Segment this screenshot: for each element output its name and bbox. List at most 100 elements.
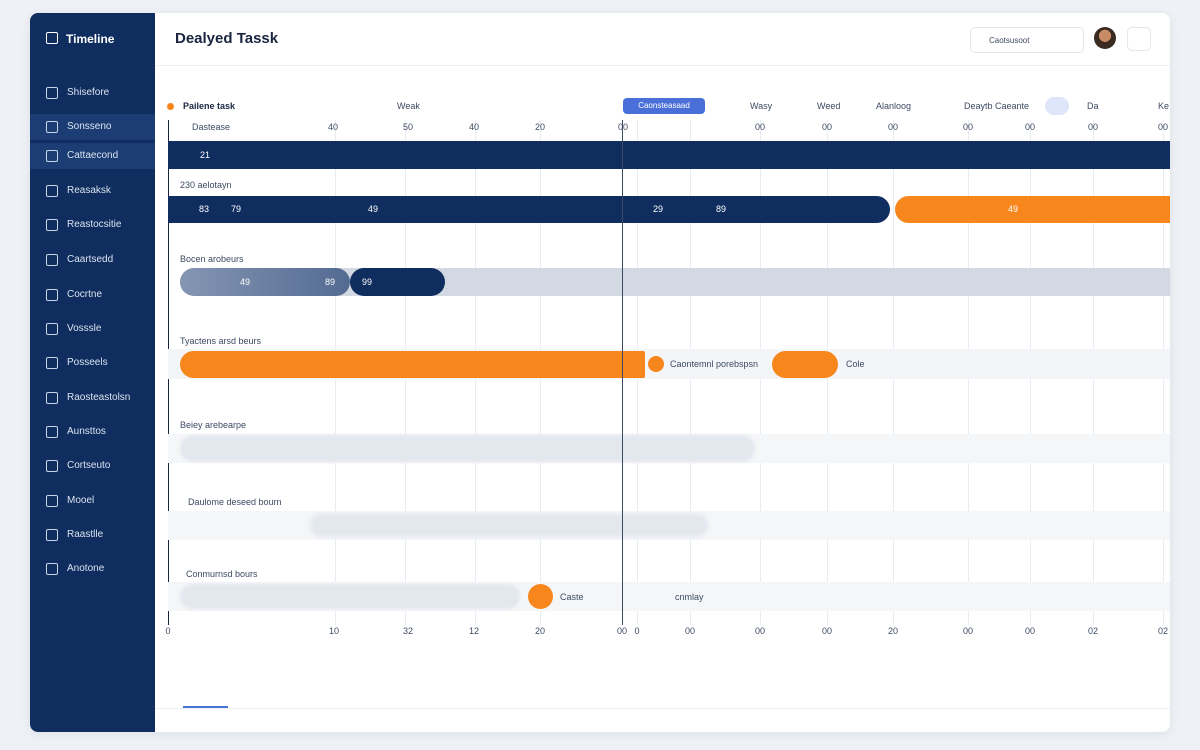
task-bar xyxy=(180,435,755,462)
bottom-tick-label: 20 xyxy=(887,626,899,636)
row-label: Bocen arobeurs xyxy=(180,254,244,264)
task-bar xyxy=(168,196,890,223)
sidebar-label: Cocrtne xyxy=(67,289,103,300)
bottom-tick-label: 00 xyxy=(616,626,628,636)
milestone xyxy=(648,356,664,372)
task-bar xyxy=(180,351,645,378)
sidebar-icon xyxy=(46,185,58,197)
top-tick-label: 00 xyxy=(821,122,833,132)
sidebar: Timeline Shisefore Sonsseno Cattaecond Reas… xyxy=(30,13,155,732)
sidebar-label: Cortseuto xyxy=(67,460,111,471)
user-menu[interactable]: Caotsusoot xyxy=(970,27,1084,53)
bar-label: Caontemnl porebspsn xyxy=(670,359,759,369)
filter-button[interactable]: Alanloog xyxy=(876,101,912,111)
sidebar-item[interactable]: Reastocsitie xyxy=(30,212,155,238)
row-label: Beiey arebearpe xyxy=(180,420,247,430)
avatar[interactable] xyxy=(1094,27,1116,49)
sidebar-item[interactable]: Raastlle xyxy=(30,522,155,548)
sidebar-icon xyxy=(46,323,58,335)
sidebar-item[interactable]: Aunsttos xyxy=(30,419,155,445)
bar-label: 29 xyxy=(653,204,664,214)
bar-label: Caste xyxy=(560,592,584,602)
view-option[interactable]: Weed xyxy=(817,101,841,111)
task-bar xyxy=(350,268,445,296)
user-menu-label: Caotsusoot xyxy=(989,36,1030,45)
row-label: 230 aelotayn xyxy=(180,180,232,190)
sidebar-icon xyxy=(46,392,58,404)
sidebar-item[interactable]: Shisefore xyxy=(30,80,155,106)
timeline: Pailene task Weak Caonsteasaad Wasy Weed Alan… xyxy=(30,13,1170,732)
bottom-tick-label: 02 xyxy=(1087,626,1099,636)
top-tick-label: 40 xyxy=(327,122,339,132)
sidebar-label: Raastlle xyxy=(67,529,104,540)
bottom-tick-label: 0 xyxy=(165,626,171,636)
toolbar-extra[interactable]: Da xyxy=(1087,101,1099,111)
sidebar-item[interactable]: Cortseuto xyxy=(30,453,155,479)
top-tick-label: 00 xyxy=(617,122,629,132)
sidebar-label: Sonsseno xyxy=(67,121,112,132)
sidebar-item[interactable]: Mooel xyxy=(30,488,155,514)
task-bar xyxy=(772,351,838,378)
settings-button[interactable] xyxy=(1127,27,1151,51)
sidebar-item[interactable]: Vosssle xyxy=(30,316,155,342)
bar-label: 89 xyxy=(716,204,727,214)
bottom-tick-label: 02 xyxy=(1157,626,1169,636)
bottom-tick-label: 00 xyxy=(754,626,766,636)
sidebar-icon xyxy=(46,121,58,133)
header-divider xyxy=(155,65,1170,66)
sidebar-label: Reastocsitie xyxy=(67,219,122,230)
top-tick-label: 00 xyxy=(962,122,974,132)
top-tick-label: 00 xyxy=(1157,122,1169,132)
sidebar-label: Aunsttos xyxy=(67,426,106,437)
scroll-indicator xyxy=(183,706,228,708)
top-tick-label: 00 xyxy=(1087,122,1099,132)
top-tick-label: 00 xyxy=(1024,122,1036,132)
bottom-tick-label: 10 xyxy=(328,626,340,636)
sidebar-label: Posseels xyxy=(67,357,108,368)
top-tick-label: 00 xyxy=(887,122,899,132)
sidebar-icon xyxy=(46,529,58,541)
bar-label: 49 xyxy=(1008,204,1019,214)
sidebar-item[interactable]: Cocrtne xyxy=(30,282,155,308)
bottom-tick-label: 00 xyxy=(821,626,833,636)
task-bar xyxy=(180,268,350,296)
bottom-tick-label: 0 xyxy=(634,626,640,636)
view-option[interactable]: Wasy xyxy=(750,101,773,111)
milestone xyxy=(528,584,553,609)
bar-label: 49 xyxy=(240,277,251,287)
today-line xyxy=(622,120,623,625)
row-label: Daulome deseed bourn xyxy=(188,497,282,507)
bar-label: 83 xyxy=(199,204,210,214)
sidebar-icon xyxy=(46,460,58,472)
sidebar-title: Timeline xyxy=(66,32,115,46)
active-view-button[interactable]: Caonsteasaad xyxy=(623,98,705,114)
assignee-button[interactable]: Deaytb Caeante xyxy=(964,101,1030,111)
bar-label: cnmlay xyxy=(675,592,704,602)
task-bar xyxy=(310,514,708,537)
sidebar-icon xyxy=(46,254,58,266)
toolbar-extra[interactable]: Ke xyxy=(1158,101,1170,111)
sidebar-item[interactable]: Caartsedd xyxy=(30,247,155,273)
sidebar-item[interactable]: Cattaecond xyxy=(30,143,155,169)
bottom-tick-label: 32 xyxy=(402,626,414,636)
bar-label: 21 xyxy=(200,150,211,160)
bottom-tick-label: 00 xyxy=(1024,626,1036,636)
axis-title: Dastease xyxy=(192,122,231,132)
bar-label: 79 xyxy=(231,204,242,214)
task-bar xyxy=(168,141,1170,169)
sidebar-icon xyxy=(46,426,58,438)
sidebar-item[interactable]: Sonsseno xyxy=(30,114,155,140)
sidebar-item[interactable]: Reasaksk xyxy=(30,178,155,204)
sidebar-item[interactable]: Anotone xyxy=(30,556,155,582)
view-option[interactable]: Weak xyxy=(397,101,420,111)
task-bar xyxy=(895,196,1170,223)
toggle[interactable] xyxy=(1045,97,1069,115)
bottom-tick-label: 00 xyxy=(962,626,974,636)
sidebar-label: Cattaecond xyxy=(67,150,119,161)
bar-label: Cole xyxy=(846,359,865,369)
sidebar-icon xyxy=(46,150,58,162)
sidebar-label: Caartsedd xyxy=(67,254,114,265)
footer-divider xyxy=(155,708,1170,709)
sidebar-item[interactable]: Posseels xyxy=(30,350,155,376)
sidebar-item[interactable]: Raosteastolsn xyxy=(30,385,155,411)
